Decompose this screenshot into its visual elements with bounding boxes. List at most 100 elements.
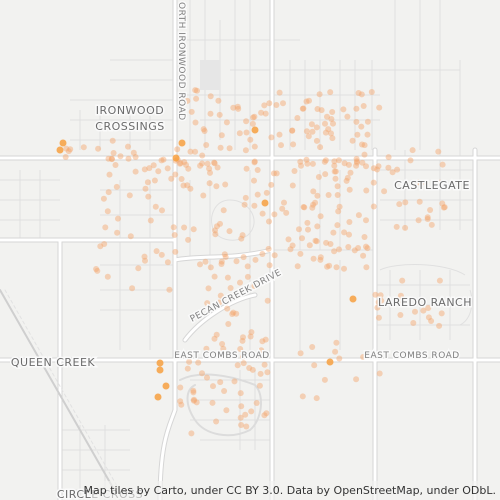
point <box>104 208 111 215</box>
point <box>224 305 231 312</box>
point <box>355 245 362 251</box>
point <box>273 170 280 177</box>
point <box>325 192 332 198</box>
point <box>105 155 112 162</box>
point <box>141 253 148 260</box>
point <box>344 174 351 181</box>
point <box>174 146 181 153</box>
road-label: ORTH IRONWOOD ROAD <box>176 2 186 121</box>
point <box>304 219 311 226</box>
point <box>354 159 360 166</box>
point <box>230 309 237 316</box>
point <box>376 370 383 377</box>
point <box>304 160 311 167</box>
point <box>309 204 316 211</box>
point <box>141 166 148 173</box>
point <box>409 147 416 154</box>
point <box>353 105 360 112</box>
point <box>200 192 207 199</box>
point <box>239 232 246 239</box>
point <box>346 186 353 193</box>
point <box>178 176 185 182</box>
point <box>190 389 197 396</box>
point <box>261 102 268 109</box>
point <box>289 127 296 134</box>
point <box>222 254 229 260</box>
point <box>253 352 260 359</box>
point <box>312 199 319 206</box>
point <box>177 398 184 405</box>
point <box>385 154 392 161</box>
point <box>259 251 266 257</box>
point <box>262 336 269 343</box>
point <box>201 128 208 134</box>
point <box>324 263 331 270</box>
point <box>110 150 117 156</box>
point <box>184 97 191 104</box>
point <box>314 223 321 230</box>
point <box>264 297 271 304</box>
point <box>243 165 250 172</box>
point <box>63 145 70 152</box>
point <box>125 155 132 162</box>
point <box>316 91 323 98</box>
point <box>217 220 223 227</box>
point <box>399 297 406 304</box>
point <box>211 273 218 280</box>
point <box>223 407 230 414</box>
point <box>427 207 434 213</box>
point <box>438 310 445 317</box>
point <box>310 188 317 195</box>
point <box>328 130 334 137</box>
point <box>289 127 296 134</box>
point <box>318 107 325 114</box>
point <box>402 224 409 231</box>
point <box>270 170 277 177</box>
point <box>190 397 197 404</box>
point <box>393 223 400 230</box>
point <box>415 217 422 224</box>
point <box>349 295 357 303</box>
point <box>207 264 214 271</box>
point <box>376 104 383 111</box>
point <box>251 113 258 120</box>
point <box>219 341 226 347</box>
point <box>266 100 273 107</box>
point <box>261 199 269 207</box>
point <box>238 422 245 428</box>
point <box>253 400 260 406</box>
point <box>347 169 354 176</box>
point <box>251 143 258 150</box>
point <box>327 241 334 247</box>
point <box>240 334 246 341</box>
point <box>283 209 290 216</box>
point <box>234 362 241 369</box>
point <box>237 279 243 286</box>
point <box>117 153 124 160</box>
point <box>235 105 242 112</box>
point <box>215 97 222 104</box>
point <box>341 160 348 167</box>
point <box>311 362 318 369</box>
point <box>420 307 427 314</box>
point <box>416 198 423 205</box>
point <box>184 365 191 372</box>
point <box>211 335 218 342</box>
point <box>306 242 313 249</box>
point <box>207 110 214 117</box>
point <box>168 175 175 182</box>
point <box>192 148 199 155</box>
point <box>328 116 335 122</box>
point <box>193 399 200 406</box>
point <box>361 151 368 158</box>
point <box>300 204 307 210</box>
point <box>276 131 283 138</box>
point <box>153 248 160 255</box>
point <box>194 87 200 94</box>
point <box>355 212 362 219</box>
point <box>322 157 329 164</box>
point <box>370 203 377 210</box>
point <box>156 366 164 374</box>
point <box>303 128 310 135</box>
point <box>268 134 275 141</box>
